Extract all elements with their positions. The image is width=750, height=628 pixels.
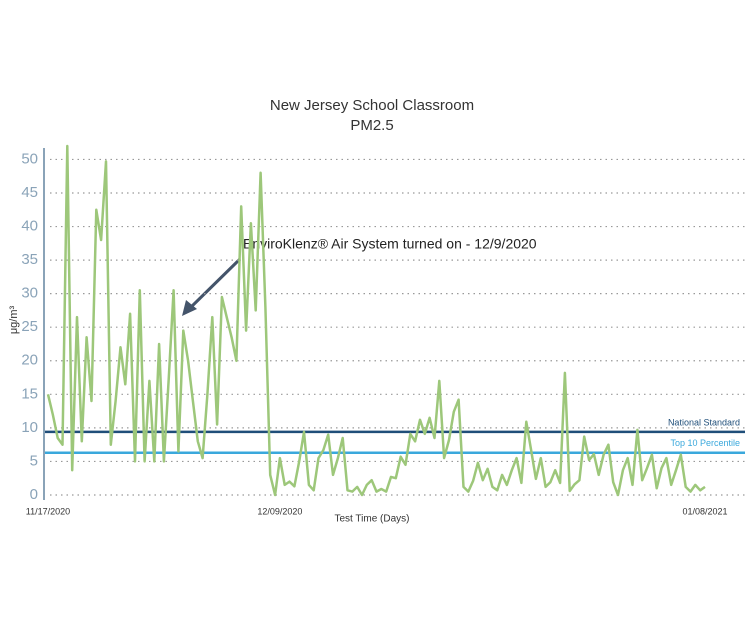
annotation-arrowhead (182, 300, 197, 316)
x-tick-label: 12/09/2020 (257, 506, 302, 516)
annotation: EnviroKlenz® Air System turned on - 12/9… (243, 236, 537, 252)
y-axis-label: μg/m³ (8, 305, 20, 334)
x-axis-label: Test Time (Days) (334, 514, 409, 525)
x-tick-label: 01/08/2021 (682, 506, 727, 516)
data-line (46, 144, 706, 497)
chart-subtitle: PM2.5 (350, 117, 393, 134)
y-tick-label: 5 (30, 452, 38, 469)
y-tick-label: 20 (21, 352, 38, 369)
y-tick-label: 30 (21, 285, 38, 302)
y-tick-label: 15 (21, 385, 38, 402)
reference-label: Top 10 Percentile (670, 438, 740, 448)
y-tick-label: 40 (21, 218, 38, 235)
reference-label: National Standard (668, 417, 740, 427)
y-tick-label: 0 (30, 486, 38, 503)
y-tick-label: 25 (21, 318, 38, 335)
chart-title: New Jersey School Classroom (270, 97, 474, 114)
y-tick-label: 45 (21, 184, 38, 201)
annotation-arrow (186, 257, 242, 312)
y-tick-label: 35 (21, 251, 38, 268)
y-tick-label: 10 (21, 419, 38, 436)
y-tick-label: 50 (21, 150, 38, 167)
x-tick-label: 11/17/2020 (26, 506, 70, 516)
